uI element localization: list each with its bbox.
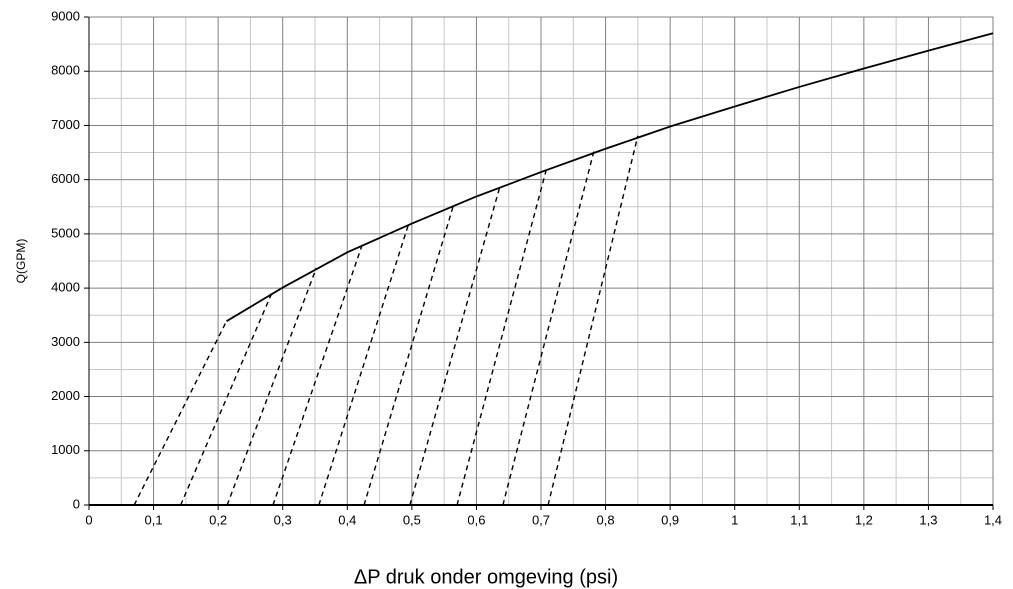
dashed-line bbox=[547, 135, 639, 506]
dashed-line bbox=[318, 221, 410, 506]
y-tick-label: 0 bbox=[73, 496, 80, 511]
x-tick-label: 0,1 bbox=[145, 512, 163, 527]
y-axis-label: Q(GPM) bbox=[14, 239, 28, 284]
y-tick-label: 5000 bbox=[51, 225, 80, 240]
x-tick-label: 0,5 bbox=[403, 512, 421, 527]
x-tick-label: 0,4 bbox=[338, 512, 356, 527]
x-tick-label: 1,3 bbox=[919, 512, 937, 527]
dashed-line bbox=[272, 242, 364, 506]
y-tick-label: 8000 bbox=[51, 63, 80, 78]
x-tick-label: 1,4 bbox=[984, 512, 1002, 527]
y-tick-label: 7000 bbox=[51, 117, 80, 132]
dashed-line bbox=[226, 267, 317, 506]
x-tick-label: 0 bbox=[85, 512, 92, 527]
dashed-line bbox=[180, 290, 274, 506]
x-tick-label: 0,7 bbox=[532, 512, 550, 527]
y-tick-label: 9000 bbox=[51, 8, 80, 23]
x-tick-label: 0,8 bbox=[597, 512, 615, 527]
dashed-line bbox=[502, 150, 595, 506]
dashed-line bbox=[363, 203, 455, 506]
x-tick-label: 1 bbox=[731, 512, 738, 527]
curve bbox=[226, 32, 994, 322]
y-tick-label: 3000 bbox=[51, 334, 80, 349]
x-axis-label: ΔP druk onder omgeving (psi) bbox=[354, 566, 618, 588]
x-tick-label: 1,1 bbox=[790, 512, 808, 527]
y-tick-label: 4000 bbox=[51, 280, 80, 295]
dashed-line bbox=[409, 184, 501, 506]
x-tick-label: 1,2 bbox=[855, 512, 873, 527]
y-tick-label: 1000 bbox=[51, 442, 80, 457]
dashed-line bbox=[133, 320, 228, 506]
dashed-line bbox=[456, 167, 548, 506]
x-tick-label: 0,3 bbox=[274, 512, 292, 527]
y-tick-label: 6000 bbox=[51, 171, 80, 186]
y-tick-label: 2000 bbox=[51, 388, 80, 403]
x-tick-label: 0,6 bbox=[467, 512, 485, 527]
x-tick-label: 0,9 bbox=[661, 512, 679, 527]
x-tick-label: 0,2 bbox=[209, 512, 227, 527]
